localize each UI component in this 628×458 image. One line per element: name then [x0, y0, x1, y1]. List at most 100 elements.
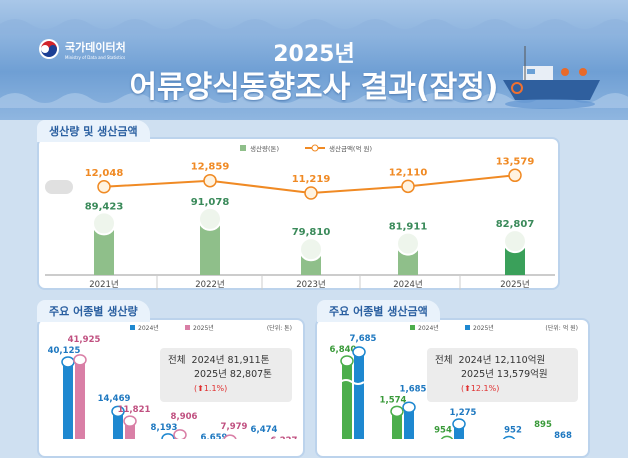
- fish-cap-icon: [502, 435, 516, 439]
- fish-cap-icon: [452, 418, 466, 430]
- species-bar: [63, 359, 73, 439]
- won-marker-icon: [401, 179, 415, 194]
- bar-value-label: 868: [554, 431, 572, 439]
- fish-cap-icon: [123, 415, 137, 427]
- bar-value-label: 1,685: [400, 384, 427, 394]
- bar-value-label: 7,685: [350, 334, 377, 344]
- volume-label: 79,810: [292, 227, 331, 238]
- fish-cap-icon: [111, 405, 125, 418]
- volume-summary-box: 전체 2024년 81,911톤 2025년 82,807톤 (⬆1.1%): [160, 348, 292, 402]
- value-label: 12,110: [389, 167, 428, 178]
- bar-value-label: 895: [534, 420, 552, 430]
- bar-value-label: 6,659: [201, 433, 228, 439]
- summary-label: 전체: [168, 355, 186, 366]
- value-summary-box: 전체 2024년 12,110억원 2025년 13,579억원 (⬆12.1%…: [427, 348, 578, 402]
- bar-value-label: 7,979: [221, 422, 248, 432]
- value-label: 11,219: [292, 174, 331, 185]
- org-logo: 국가데이터처 Ministry of Data and Statistics: [38, 38, 126, 60]
- bar-value-label: 1,275: [450, 408, 477, 418]
- fish-cap-icon: [161, 433, 175, 439]
- fish-cap-icon: [352, 346, 366, 358]
- org-name-en: Ministry of Data and Statistics: [65, 54, 126, 60]
- won-marker-icon: [203, 173, 217, 188]
- summary-label: 전체: [435, 355, 453, 366]
- x-tick-label: 2021년: [89, 279, 118, 290]
- legend-swatch-2025: [465, 325, 470, 330]
- fish-icon: [198, 206, 222, 231]
- wave-decoration: [0, 93, 628, 108]
- title-year: 2025년: [273, 42, 355, 67]
- bar-value-label: 40,125: [48, 346, 81, 356]
- section-tab-production: 생산량 및 생산금액: [37, 120, 150, 142]
- page-title: 어류양식동향조사 결과(잠정): [129, 70, 499, 105]
- header-banner: 국가데이터처 Ministry of Data and Statistics 20…: [0, 0, 628, 120]
- bar-value-label: 6,227: [271, 436, 298, 439]
- summary-change: (⬆12.1%): [461, 384, 500, 393]
- species-bar: [113, 409, 123, 439]
- bar-value-label: 11,821: [118, 405, 151, 415]
- unit-label: (단위: 억 원): [545, 324, 578, 332]
- fish-icon: [299, 237, 323, 262]
- bar-value-label: 1,574: [380, 395, 407, 405]
- legend-swatch-2024: [410, 325, 415, 330]
- won-marker-icon: [97, 180, 111, 194]
- production-panel: [37, 137, 560, 290]
- fish-cap-icon: [173, 429, 187, 439]
- production-chart: 생산량(톤) 생산금액(억 원) 89,423 2021년 91,078 2022년 79,…: [45, 144, 555, 290]
- value-label: 13,579: [496, 156, 535, 167]
- bar-value-label: 6,474: [251, 425, 278, 435]
- fish-cap-icon: [402, 401, 416, 413]
- summary-line-2025: 2025년 13,579억원: [461, 369, 548, 380]
- value-label: 12,048: [85, 168, 124, 179]
- species-bar: [75, 357, 85, 439]
- volume-label: 91,078: [191, 197, 230, 208]
- species-bar: [454, 421, 464, 439]
- species-bar: [125, 419, 135, 439]
- won-marker-icon: [304, 186, 318, 200]
- species-bar: [342, 359, 352, 439]
- bar-value-label: 41,925: [68, 335, 101, 345]
- fish-cap-icon: [61, 356, 75, 368]
- legend-label-2024: 2024년: [418, 324, 439, 332]
- taegeuk-logo-icon: [39, 39, 59, 59]
- legend-label-2025: 2025년: [193, 324, 214, 332]
- section-tab-species-value: 주요 어종별 생산금액: [317, 300, 440, 322]
- unit-label: (단위: 톤): [267, 324, 292, 332]
- summary-line-2024: 2024년 81,911톤: [191, 355, 270, 366]
- legend-swatch-volume: [240, 145, 246, 151]
- x-tick-label: 2025년: [500, 279, 529, 290]
- fish-cap-icon: [73, 354, 87, 366]
- value-label: 12,859: [191, 162, 230, 173]
- wave-decoration: [0, 19, 628, 34]
- legend-label-volume: 생산량(톤): [250, 144, 279, 153]
- legend-label-2025: 2025년: [473, 324, 494, 332]
- legend-label-2024: 2024년: [138, 324, 159, 332]
- bar-value-label: 8,193: [151, 423, 178, 433]
- fish-icon: [92, 211, 116, 236]
- fish-icon: [396, 231, 420, 256]
- bar-value-label: 6,840: [330, 345, 357, 355]
- species-bar: [392, 409, 402, 439]
- summary-line-2024: 2024년 12,110억원: [458, 355, 546, 366]
- org-name: 국가데이터처: [65, 40, 126, 54]
- bar-value-label: 952: [504, 425, 522, 435]
- section-tab-species-volume: 주요 어종별 생산량: [37, 300, 150, 322]
- x-tick-label: 2022년: [195, 279, 224, 290]
- bar-value-label: 8,906: [171, 412, 198, 422]
- volume-label: 89,423: [85, 201, 124, 212]
- fish-icon: [503, 229, 527, 254]
- summary-change: (⬆1.1%): [194, 384, 228, 393]
- x-tick-label: 2023년: [296, 279, 325, 290]
- fish-cap-icon: [390, 405, 404, 418]
- legend-label-value: 생산금액(억 원): [329, 144, 372, 153]
- fishing-boat-illustration: [503, 46, 600, 109]
- fish-cap-icon: [223, 434, 237, 439]
- legend-swatch-2024: [130, 325, 135, 330]
- won-marker-icon: [508, 168, 522, 183]
- x-tick-label: 2024년: [393, 279, 422, 290]
- fish-cap-icon: [340, 355, 354, 367]
- fish-cap-icon: [440, 435, 454, 439]
- species-bar: [404, 405, 414, 439]
- volume-label: 81,911: [389, 222, 428, 233]
